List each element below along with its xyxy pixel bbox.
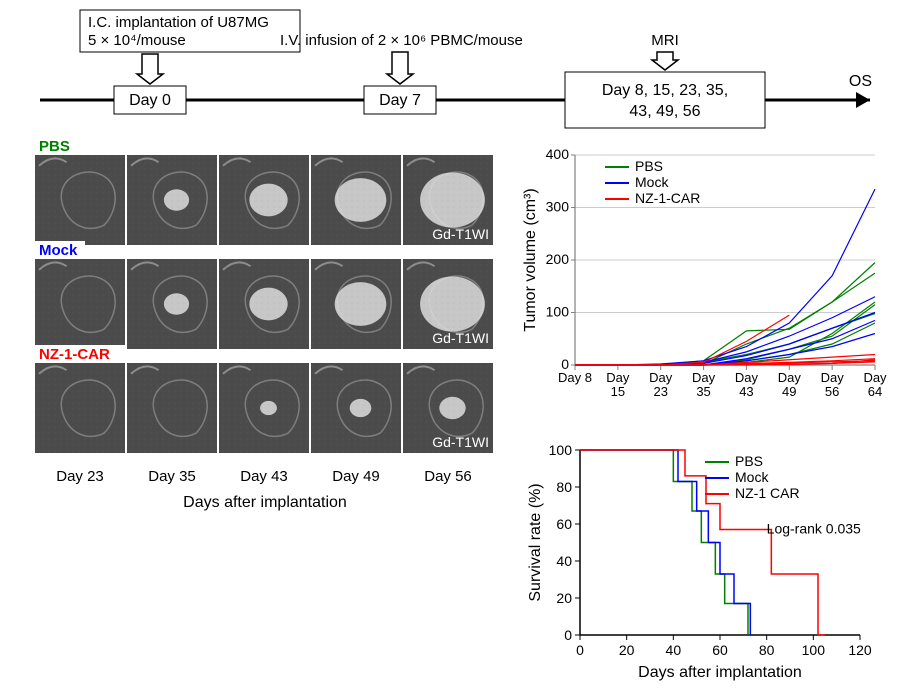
- volume-xtick: 49: [782, 384, 796, 399]
- survival-xlabel: Days after implantation: [638, 664, 802, 681]
- survival-ytick: 60: [556, 516, 572, 532]
- timeline-arrowhead: [856, 92, 870, 108]
- survival-xtick: 120: [848, 642, 872, 658]
- survival-xtick: 80: [759, 642, 775, 658]
- mri-overlay-text: Gd-T1WI: [432, 226, 489, 242]
- figure: OS Day 0 Day 7 Day 8, 15, 23, 35, 43, 49, 56…: [0, 0, 900, 686]
- volume-xtick: Day: [778, 370, 802, 385]
- survival-ytick: 0: [564, 627, 572, 643]
- volume-xtick: Day: [735, 370, 759, 385]
- mri-group-label: NZ-1-CAR: [39, 346, 110, 363]
- survival-legend-label: NZ-1 CAR: [735, 485, 800, 501]
- timeline-day-text: Day 0: [129, 92, 171, 109]
- survival-ytick: 80: [556, 479, 572, 495]
- volume-xtick: 15: [611, 384, 625, 399]
- mri-image: [127, 155, 217, 245]
- mri-image: [127, 363, 217, 453]
- mri-image: [127, 259, 217, 349]
- timeline-mri-line2: 43, 49, 56: [629, 103, 700, 120]
- mri-overlay-text: Gd-T1WI: [432, 434, 489, 450]
- mri-image: [35, 155, 125, 245]
- survival-annot: Log-rank 0.035: [767, 520, 861, 536]
- timeline-mri-line1: Day 8, 15, 23, 35,: [602, 82, 728, 99]
- timeline-os-label: OS: [849, 73, 872, 90]
- mri-overlay-text: Gd-T1WI: [432, 330, 489, 346]
- timeline-box2: I.V. infusion of 2 × 10⁶ PBMC/mouse: [280, 32, 523, 49]
- volume-xtick: 56: [825, 384, 839, 399]
- mri-day-label: Day 35: [148, 468, 196, 485]
- volume-ytick: 100: [546, 304, 570, 320]
- volume-ylabel: Tumor volume (cm³): [522, 188, 539, 331]
- volume-ytick: 200: [546, 251, 570, 267]
- mri-image: [311, 259, 401, 349]
- survival-ytick: 40: [556, 553, 572, 569]
- mri-group-label: Mock: [39, 242, 78, 259]
- mri-image: [35, 259, 125, 349]
- volume-ytick: 300: [546, 199, 570, 215]
- volume-xtick: Day: [606, 370, 630, 385]
- survival-xtick: 40: [666, 642, 682, 658]
- down-arrow-icon: [137, 54, 163, 84]
- survival-legend-label: PBS: [735, 453, 763, 469]
- survival-xtick: 20: [619, 642, 635, 658]
- volume-legend-label: NZ-1-CAR: [635, 190, 700, 206]
- volume-ytick: 400: [546, 146, 570, 162]
- volume-xtick: 35: [696, 384, 710, 399]
- mri-group-label: PBS: [39, 138, 70, 155]
- volume-xtick: Day: [649, 370, 673, 385]
- volume-legend-label: PBS: [635, 158, 663, 174]
- mri-day-label: Day 49: [332, 468, 380, 485]
- mri-image: [311, 363, 401, 453]
- volume-xtick: 64: [868, 384, 882, 399]
- volume-xtick: Day 8: [558, 370, 592, 385]
- volume-xtick: Day: [821, 370, 845, 385]
- mri-day-label: Day 43: [240, 468, 288, 485]
- mri-xlabel: Days after implantation: [183, 494, 347, 511]
- survival-legend-label: Mock: [735, 469, 769, 485]
- survival-ylabel: Survival rate (%): [527, 483, 544, 601]
- mri-image: [219, 259, 309, 349]
- down-arrow-icon: [652, 52, 678, 70]
- volume-xtick: Day: [863, 370, 887, 385]
- mri-image: [35, 363, 125, 453]
- volume-xtick: Day: [692, 370, 716, 385]
- volume-legend-label: Mock: [635, 174, 669, 190]
- mri-image: [219, 363, 309, 453]
- survival-xtick: 60: [712, 642, 728, 658]
- timeline-box3: MRI: [651, 32, 679, 49]
- survival-ytick: 100: [549, 442, 573, 458]
- mri-image: [219, 155, 309, 245]
- timeline-box1-l1: I.C. implantation of U87MG: [88, 14, 269, 31]
- timeline-day-text: Day 7: [379, 92, 421, 109]
- down-arrow-icon: [387, 52, 413, 84]
- volume-xtick: 43: [739, 384, 753, 399]
- survival-ytick: 20: [556, 590, 572, 606]
- mri-day-label: Day 56: [424, 468, 472, 485]
- survival-xtick: 0: [576, 642, 584, 658]
- mri-image: [311, 155, 401, 245]
- volume-xtick: 23: [653, 384, 667, 399]
- survival-xtick: 100: [802, 642, 826, 658]
- timeline-box1-l2: 5 × 10⁴/mouse: [88, 32, 186, 49]
- mri-day-label: Day 23: [56, 468, 104, 485]
